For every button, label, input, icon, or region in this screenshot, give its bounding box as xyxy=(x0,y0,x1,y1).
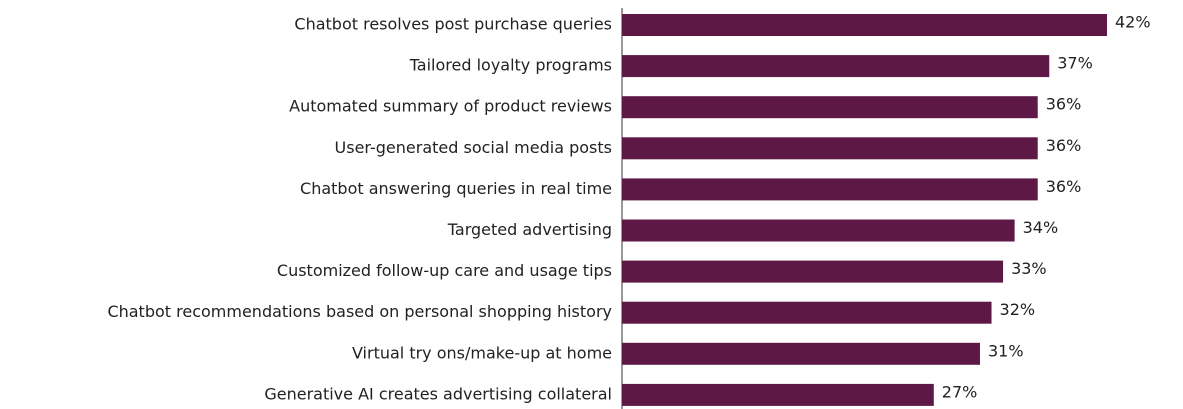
value-label: 31% xyxy=(988,341,1024,360)
bar xyxy=(622,342,980,365)
value-label: 36% xyxy=(1046,95,1082,114)
bar xyxy=(622,178,1038,201)
bar xyxy=(622,260,1004,283)
bar xyxy=(622,383,934,406)
bar xyxy=(622,14,1107,36)
bar xyxy=(622,96,1038,119)
bar xyxy=(622,219,1015,242)
category-label: Chatbot resolves post purchase queries xyxy=(294,15,612,34)
value-label: 37% xyxy=(1057,54,1093,73)
bar xyxy=(622,137,1038,160)
value-label: 36% xyxy=(1046,177,1082,196)
value-label: 33% xyxy=(1011,259,1047,278)
category-label: User-generated social media posts xyxy=(335,138,612,157)
bar xyxy=(622,301,992,324)
category-label: Tailored loyalty programs xyxy=(409,56,612,75)
category-label: Customized follow-up care and usage tips xyxy=(277,261,612,280)
value-label: 36% xyxy=(1046,136,1082,155)
value-label: 32% xyxy=(1000,300,1036,319)
category-label: Chatbot answering queries in real time xyxy=(300,179,612,198)
category-label: Chatbot recommendations based on persona… xyxy=(107,302,612,321)
value-label: 27% xyxy=(942,382,978,401)
bar xyxy=(622,55,1050,78)
value-label: 34% xyxy=(1023,218,1059,237)
category-label: Targeted advertising xyxy=(447,220,612,239)
value-label: 42% xyxy=(1115,13,1151,32)
category-label: Generative AI creates advertising collat… xyxy=(264,384,612,403)
category-label: Virtual try ons/make-up at home xyxy=(352,343,612,362)
category-label: Automated summary of product reviews xyxy=(289,97,612,116)
